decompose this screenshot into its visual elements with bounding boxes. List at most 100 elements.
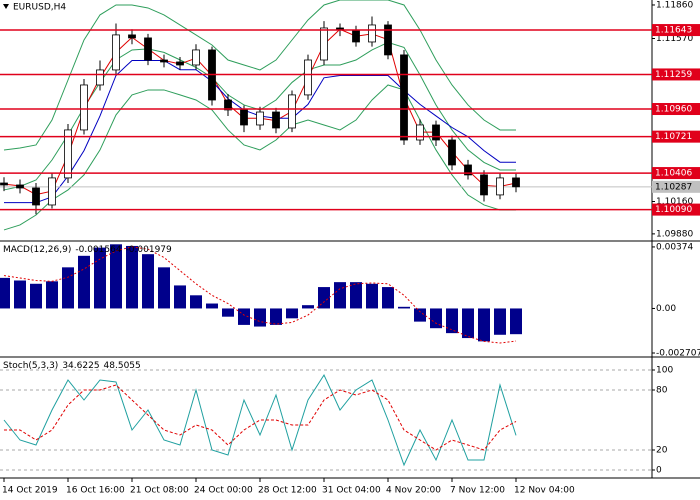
panel-title: MACD(12,26,9) -0.001564 -0.001979 bbox=[3, 245, 172, 255]
macd-bar bbox=[78, 255, 90, 309]
macd-bar bbox=[366, 283, 378, 309]
indicator-line bbox=[3, 246, 517, 344]
y-tick-label: 0.00374 bbox=[656, 242, 693, 252]
current-price-label: 1.10287 bbox=[655, 182, 692, 192]
x-tick-label: 21 Oct 08:00 bbox=[130, 486, 189, 496]
candle-body bbox=[192, 49, 200, 66]
x-tick-label: 24 Oct 00:00 bbox=[194, 486, 253, 496]
candle-body bbox=[0, 182, 8, 186]
x-tick-label: 4 Nov 20:00 bbox=[386, 486, 441, 496]
macd-bar bbox=[254, 308, 266, 327]
level-label: 1.11259 bbox=[655, 70, 692, 80]
level-label: 1.10721 bbox=[655, 132, 692, 142]
candle-body bbox=[112, 34, 120, 71]
candle-body bbox=[128, 34, 136, 39]
candle-body bbox=[304, 59, 312, 96]
level-label-box bbox=[652, 68, 700, 81]
candle-body bbox=[64, 129, 72, 179]
candle-body bbox=[400, 54, 408, 141]
y-tick-label: 20 bbox=[656, 446, 668, 456]
candle-body bbox=[352, 29, 360, 43]
level-label: 1.11643 bbox=[655, 26, 692, 36]
level-label: 1.10406 bbox=[655, 169, 692, 179]
indicator-line bbox=[3, 0, 516, 151]
x-tick-label: 12 Nov 04:00 bbox=[514, 486, 575, 496]
indicator-line bbox=[3, 373, 517, 467]
candle-body bbox=[16, 184, 24, 189]
macd-bar bbox=[14, 280, 26, 309]
candle-body bbox=[256, 111, 264, 126]
level-label-box bbox=[652, 167, 700, 180]
candle-body bbox=[240, 109, 248, 126]
macd-bar bbox=[222, 308, 234, 317]
y-tick-label: 1.09880 bbox=[656, 229, 693, 239]
level-label-box bbox=[652, 103, 700, 116]
panel-title-name: Stoch(5,3,3) bbox=[3, 361, 58, 371]
y-tick-label: 1.11570 bbox=[656, 34, 693, 44]
macd-bar bbox=[30, 283, 42, 309]
candle-body bbox=[224, 99, 232, 111]
signal-value: -0.001979 bbox=[126, 245, 172, 255]
macd-bar bbox=[142, 254, 154, 309]
macd-bar bbox=[350, 282, 362, 309]
candle-body bbox=[32, 187, 40, 206]
candle-body bbox=[288, 94, 296, 129]
macd-bar bbox=[0, 277, 10, 309]
macd-bar bbox=[62, 267, 74, 309]
macd-bar bbox=[206, 303, 218, 309]
macd-bar bbox=[510, 308, 522, 335]
macd-bar bbox=[286, 308, 298, 319]
level-label: 1.10090 bbox=[655, 205, 692, 215]
menu-triangle bbox=[3, 4, 9, 9]
macd-bar bbox=[478, 308, 490, 342]
candle-body bbox=[416, 124, 424, 141]
y-tick-label: 80 bbox=[656, 386, 668, 396]
y-tick-label: 1.11860 bbox=[656, 0, 693, 10]
macd-bar bbox=[494, 308, 506, 335]
y-tick-label: 0.00 bbox=[656, 304, 676, 314]
macd-bar bbox=[382, 287, 394, 309]
y-tick-label: 0 bbox=[656, 466, 662, 476]
y-tick-label: 100 bbox=[656, 366, 673, 376]
y-tick-label: 1.10160 bbox=[656, 197, 693, 207]
macd-bar bbox=[414, 308, 426, 322]
panel-plot bbox=[0, 244, 522, 344]
macd-bar bbox=[398, 306, 410, 309]
candle-body bbox=[480, 174, 488, 196]
macd-bar bbox=[318, 287, 330, 309]
macd-bar bbox=[126, 245, 138, 309]
panel-plot bbox=[0, 0, 652, 231]
panel-title-name: MACD(12,26,9) bbox=[3, 245, 71, 255]
indicator-line bbox=[3, 84, 516, 231]
level-label-box bbox=[652, 24, 700, 37]
panel-plot bbox=[0, 369, 652, 471]
panel-title: Stoch(5,3,3) 34.6225 48.5055 bbox=[3, 361, 141, 371]
level-label-box bbox=[652, 130, 700, 143]
chart-title: EURUSD,H4 bbox=[13, 3, 66, 13]
candle-body bbox=[160, 59, 168, 63]
macd-bar bbox=[334, 282, 346, 309]
x-tick-label: 28 Oct 12:00 bbox=[258, 486, 317, 496]
candle-body bbox=[464, 164, 472, 176]
macd-bar bbox=[302, 305, 314, 309]
candle-body bbox=[512, 177, 520, 188]
candle-body bbox=[448, 139, 456, 166]
macd-bar bbox=[270, 308, 282, 325]
macd-bar bbox=[94, 247, 106, 309]
candle-body bbox=[496, 177, 504, 196]
y-tick-label: -0.002707 bbox=[656, 348, 700, 358]
candle-body bbox=[144, 37, 152, 61]
indicator-line bbox=[4, 384, 517, 451]
x-tick-label: 14 Oct 2019 bbox=[2, 486, 58, 496]
macd-bar bbox=[462, 308, 474, 339]
candle-body bbox=[96, 69, 104, 86]
candle-body bbox=[320, 27, 328, 61]
current-price-box bbox=[652, 180, 700, 193]
macd-bar bbox=[430, 308, 442, 329]
macd-bar bbox=[110, 244, 122, 309]
x-tick-label: 7 Nov 12:00 bbox=[450, 486, 505, 496]
stoch-value: 34.6225 bbox=[62, 361, 99, 371]
candle-body bbox=[368, 24, 376, 43]
macd-value: -0.001564 bbox=[75, 245, 121, 255]
